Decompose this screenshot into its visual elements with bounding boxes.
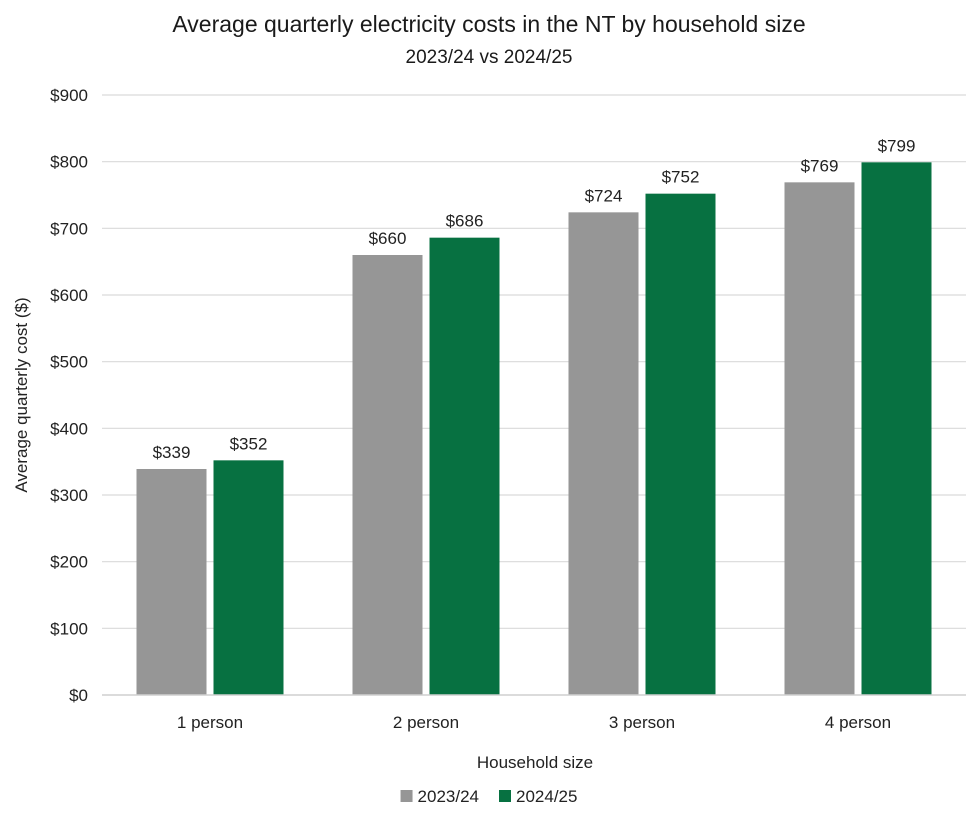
bar-data-label: $686: [446, 212, 484, 231]
data-labels: $339 $352 $660 $686 $724 $752 $769 $799: [153, 136, 916, 462]
x-tick-label: 2 person: [393, 713, 459, 732]
y-axis-title: Average quarterly cost ($): [12, 297, 31, 492]
y-tick-label: $300: [50, 486, 88, 505]
y-tick-label: $600: [50, 286, 88, 305]
y-axis-ticks: $0 $100 $200 $300 $400 $500 $600 $700 $800 $900: [50, 86, 88, 705]
bar-data-label: $660: [369, 229, 407, 248]
y-tick-label: $100: [50, 619, 88, 638]
bar: [861, 162, 932, 696]
bar: [568, 212, 639, 696]
x-tick-label: 4 person: [825, 713, 891, 732]
y-tick-label: $400: [50, 419, 88, 438]
bar-data-label: $769: [801, 156, 839, 175]
y-tick-label: $900: [50, 86, 88, 105]
legend-label: 2024/25: [516, 787, 577, 806]
chart-subtitle: 2023/24 vs 2024/25: [406, 47, 573, 68]
x-axis-title: Household size: [477, 753, 593, 772]
legend: 2023/24 2024/25: [400, 787, 577, 806]
bar: [429, 237, 500, 695]
chart-title: Average quarterly electricity costs in t…: [172, 11, 805, 37]
y-tick-label: $700: [50, 219, 88, 238]
y-tick-label: $0: [69, 686, 88, 705]
legend-label: 2023/24: [418, 787, 479, 806]
y-tick-label: $200: [50, 553, 88, 572]
bar-data-label: $799: [878, 136, 916, 155]
bar: [136, 469, 207, 695]
bar-data-label: $724: [585, 186, 623, 205]
legend-swatch: [400, 790, 413, 802]
y-tick-label: $500: [50, 353, 88, 372]
bar-data-label: $352: [230, 434, 268, 453]
x-axis-ticks: 1 person 2 person 3 person 4 person: [177, 713, 891, 732]
x-tick-label: 3 person: [609, 713, 675, 732]
bar-data-label: $339: [153, 443, 191, 462]
bar: [213, 460, 284, 695]
bar: [352, 255, 423, 695]
y-tick-label: $800: [50, 153, 88, 172]
x-tick-label: 1 person: [177, 713, 243, 732]
bar: [645, 193, 716, 695]
legend-swatch: [499, 790, 511, 802]
bar: [784, 182, 855, 696]
bar-data-label: $752: [662, 168, 700, 187]
legend-item: 2023/24: [400, 787, 479, 806]
bars: [136, 162, 932, 696]
legend-item: 2024/25: [499, 787, 577, 806]
